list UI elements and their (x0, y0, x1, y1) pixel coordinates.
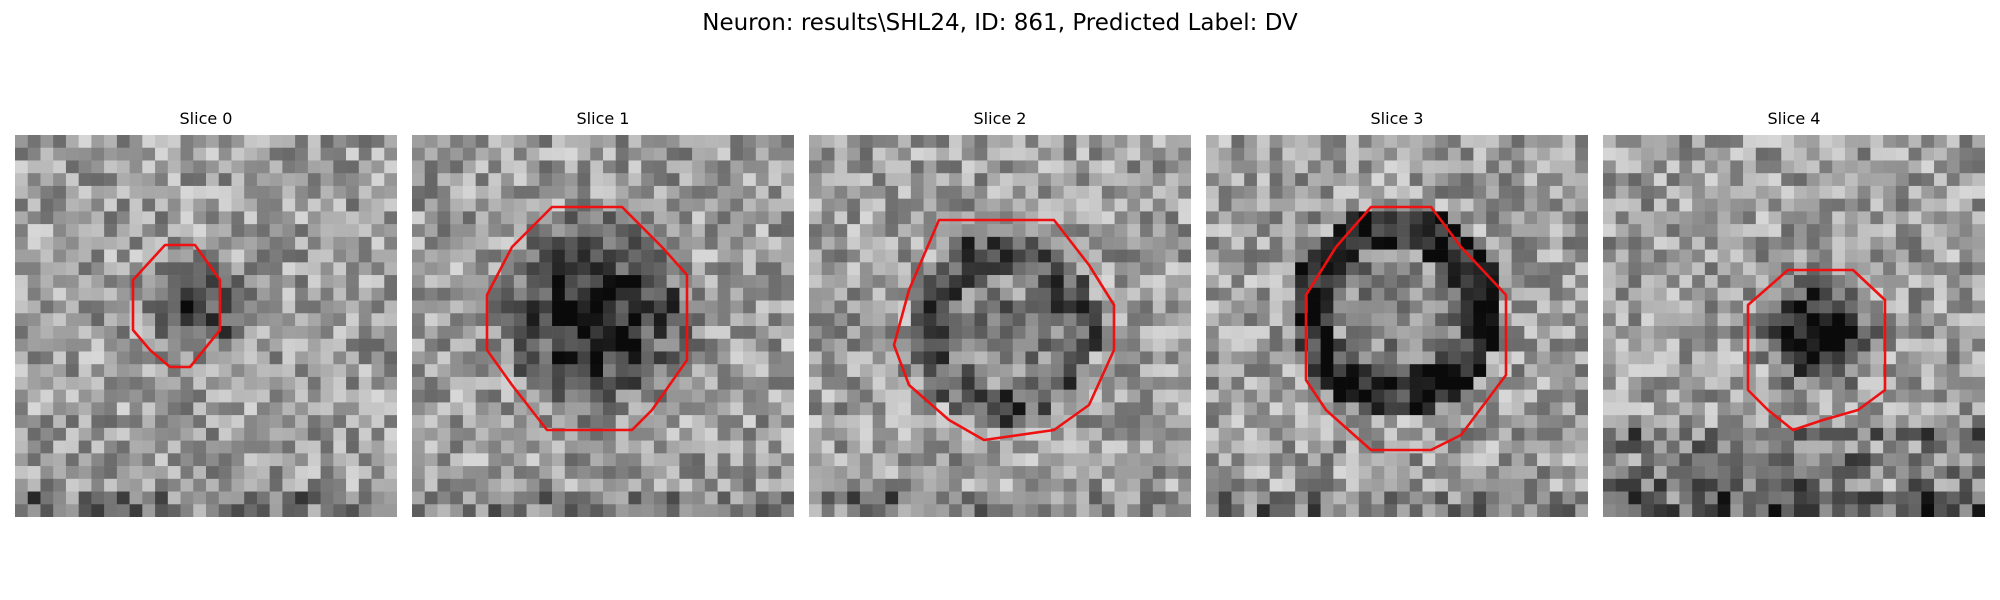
slice-panel-4: Slice 4 (1603, 108, 1985, 528)
slice-panel-2: Slice 2 (809, 108, 1191, 528)
slice-image (1603, 135, 1985, 517)
slice-title: Slice 1 (576, 109, 630, 128)
slice-title: Slice 0 (179, 109, 233, 128)
slice-image (412, 135, 794, 517)
slice-title: Slice 2 (973, 109, 1027, 128)
contour-outline (131, 243, 222, 369)
slice-title: Slice 3 (1370, 109, 1424, 128)
slice-image (15, 135, 397, 517)
contour-outline (892, 218, 1116, 442)
slice-panel-1: Slice 1 (412, 108, 794, 528)
contour-outline (485, 205, 689, 432)
slice-panel-3: Slice 3 (1206, 108, 1588, 528)
slice-image (809, 135, 1191, 517)
contour-outline (1746, 268, 1887, 432)
figure-title: Neuron: results\SHL24, ID: 861, Predicte… (702, 10, 1298, 36)
contour-outline (1304, 205, 1508, 452)
slice-panel-0: Slice 0 (15, 108, 397, 528)
slice-panels: Slice 0 Slice 1 Slice 2 Slice 3 Slice 4 (0, 108, 2000, 528)
slice-image (1206, 135, 1588, 517)
slice-title: Slice 4 (1767, 109, 1821, 128)
